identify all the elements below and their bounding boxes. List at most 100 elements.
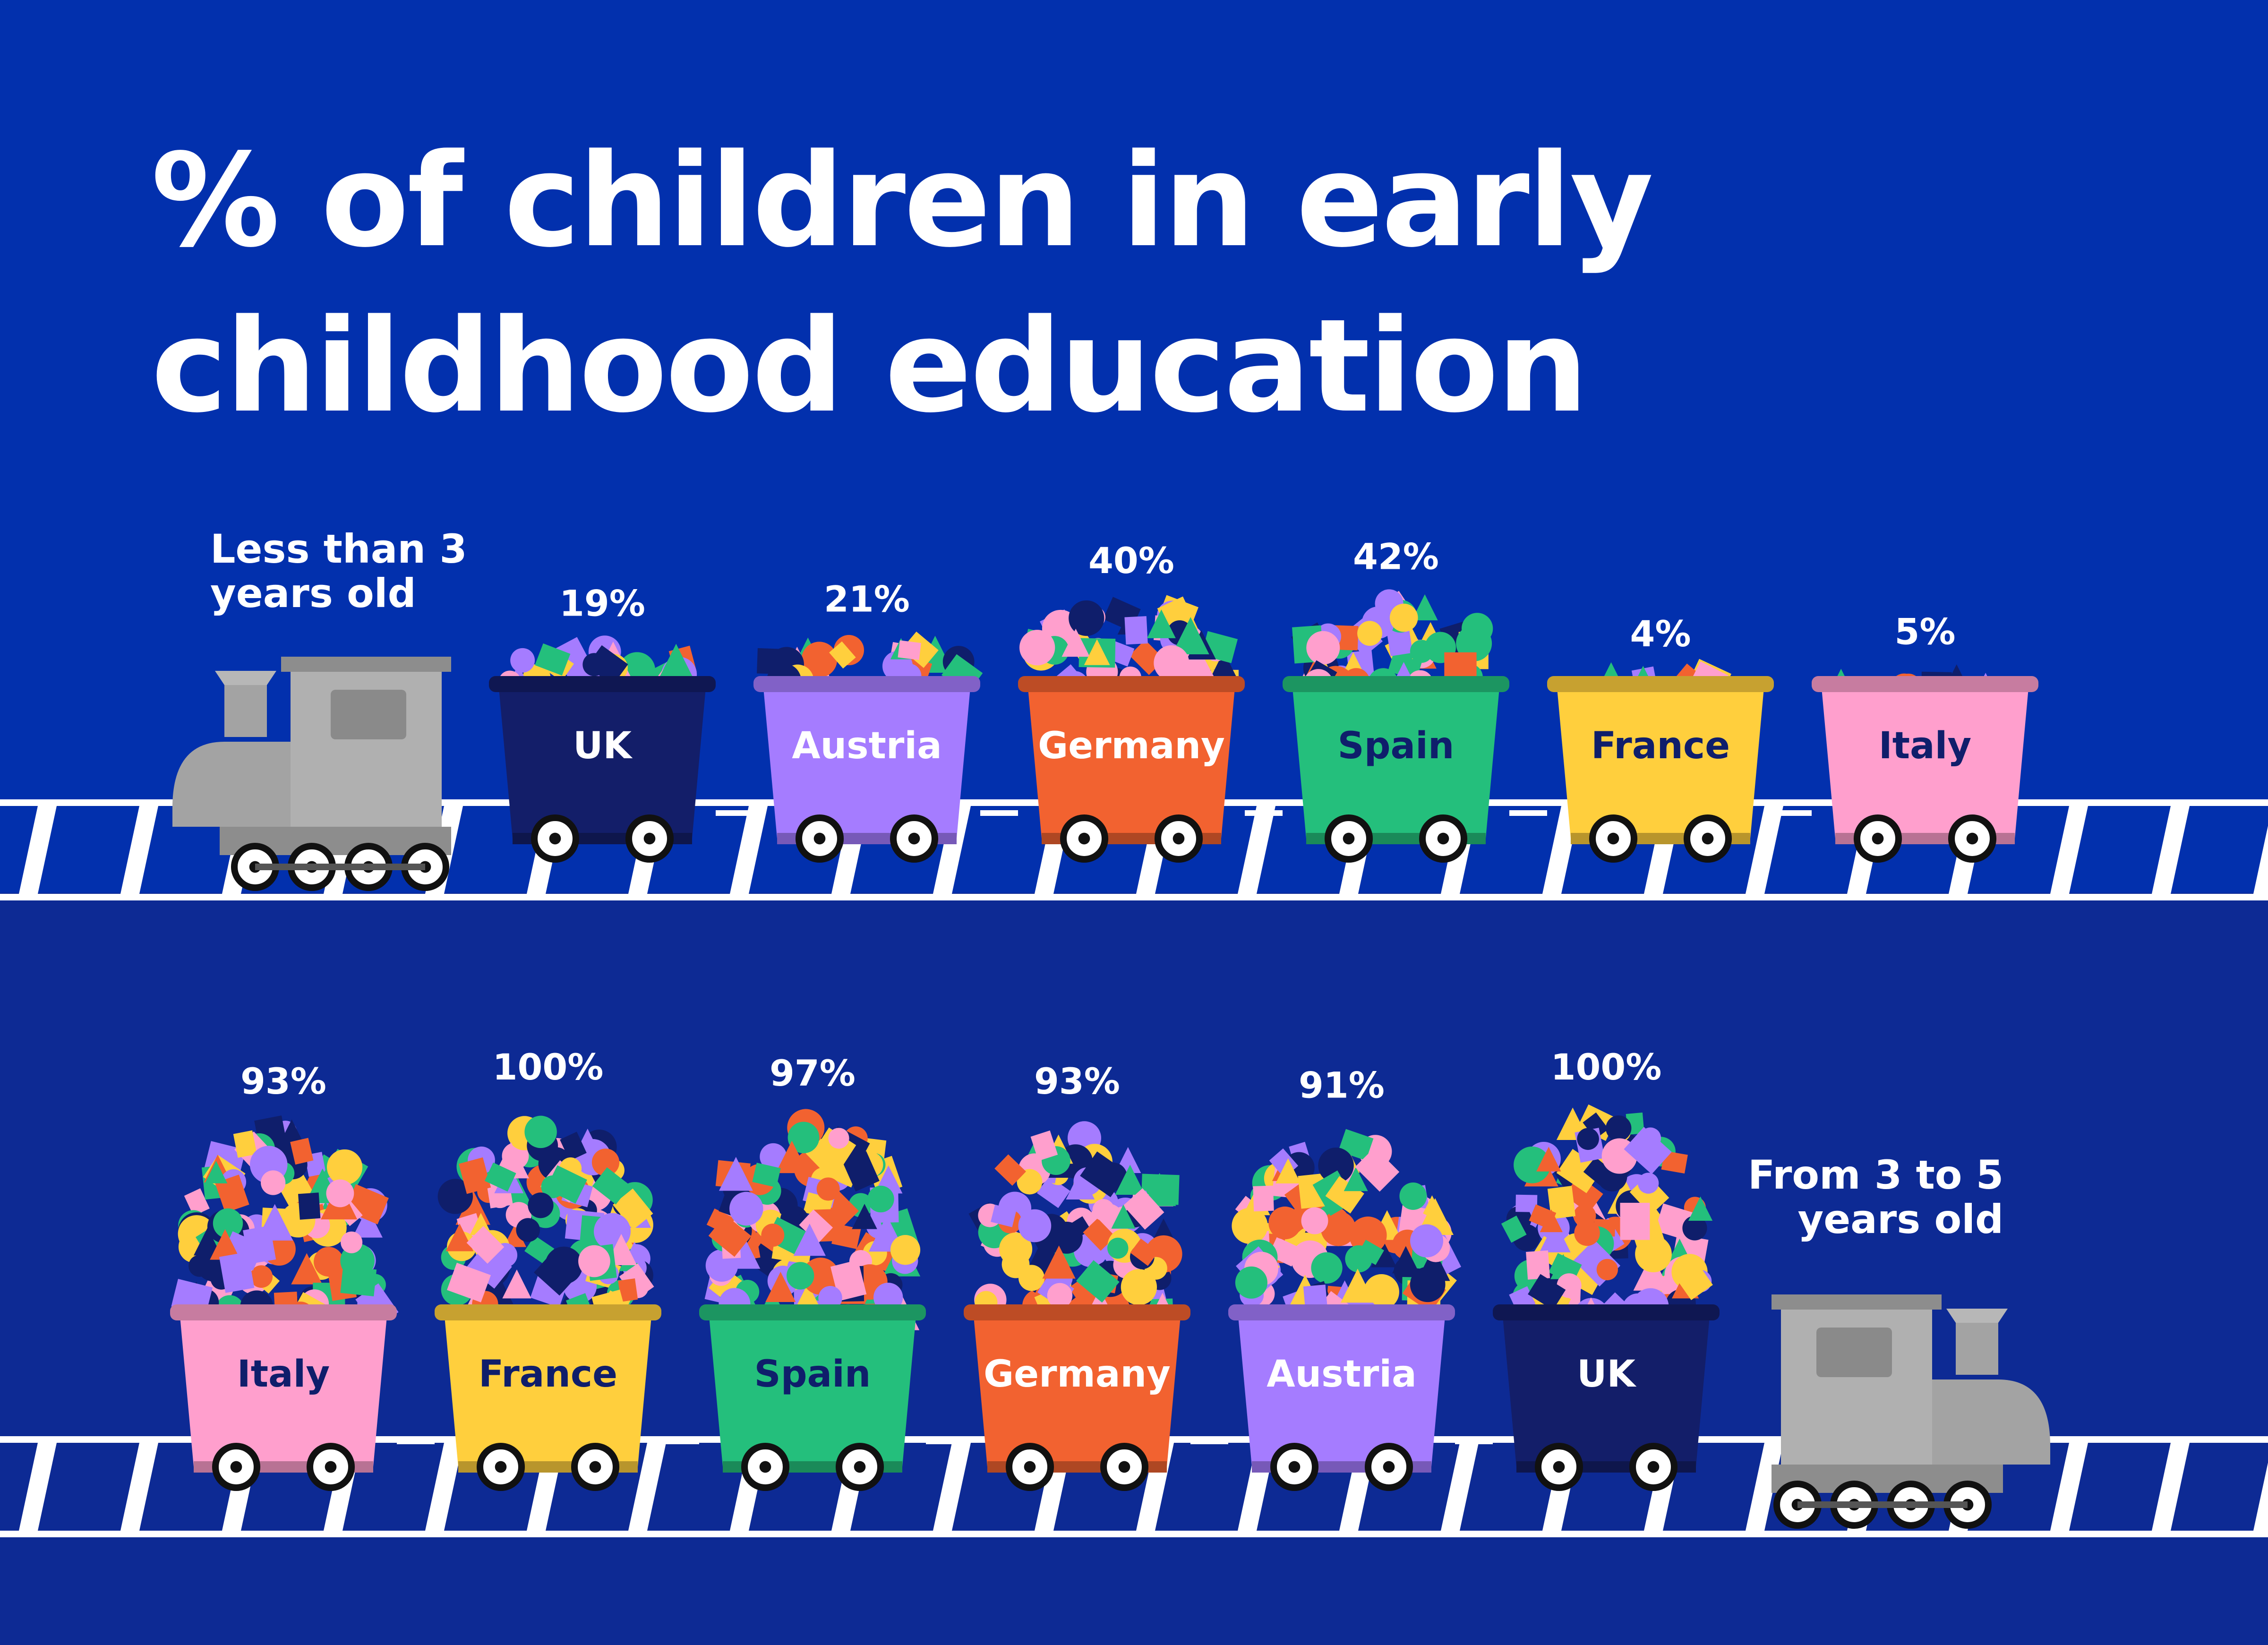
confetti-piece	[503, 1224, 527, 1247]
confetti-piece	[1268, 1206, 1301, 1240]
value-label: 93%	[1034, 1060, 1120, 1102]
confetti-piece	[291, 1253, 323, 1285]
confetti-piece	[1349, 1217, 1387, 1254]
confetti-piece	[852, 1204, 877, 1229]
confetti-piece	[787, 1122, 820, 1154]
confetti-piece	[1357, 1240, 1384, 1265]
value-label: 4%	[1630, 613, 1691, 655]
confetti-piece	[510, 648, 535, 673]
car-body	[1502, 1311, 1710, 1467]
car-rim	[1493, 1304, 1720, 1320]
confetti-piece	[1344, 1167, 1368, 1191]
wheel-hub	[1437, 832, 1449, 845]
confetti-piece	[528, 1192, 554, 1218]
car-coupling	[926, 1439, 964, 1444]
confetti-piece	[314, 1247, 344, 1277]
confetti-piece	[829, 641, 856, 669]
engine-boiler	[172, 742, 305, 827]
car-rim	[699, 1304, 926, 1320]
confetti-piece	[618, 1278, 638, 1302]
track-sleeper	[2050, 1443, 2088, 1531]
confetti-piece	[1311, 1252, 1343, 1284]
confetti-piece	[1340, 1268, 1375, 1303]
confetti-piece	[326, 1179, 354, 1208]
wheel-hub	[908, 832, 920, 845]
car-name-label: Italy	[237, 1353, 330, 1396]
train-car: France 4%	[1509, 613, 1774, 863]
confetti-piece	[708, 1215, 752, 1257]
confetti-piece	[1069, 600, 1104, 636]
confetti-piece	[1583, 1112, 1609, 1140]
confetti-piece	[765, 1271, 796, 1302]
confetti-piece	[994, 1154, 1026, 1186]
confetti-piece	[466, 1226, 505, 1264]
confetti-piece	[1624, 1127, 1672, 1174]
track-sleeper	[2152, 1443, 2190, 1531]
track-sleeper	[19, 806, 57, 894]
confetti-piece	[261, 1170, 286, 1195]
confetti-piece	[1235, 1266, 1267, 1299]
car-name-label: France	[479, 1353, 617, 1396]
wheel-hub	[1288, 1461, 1301, 1473]
car-coupling	[1190, 1439, 1228, 1444]
confetti-piece	[793, 1223, 826, 1256]
train-car: Austria 21%	[716, 578, 983, 863]
engine-chimney-top	[1946, 1309, 2008, 1323]
confetti-piece	[1107, 1237, 1129, 1259]
track-sleeper	[120, 1443, 158, 1531]
wheel-hub	[759, 1461, 771, 1473]
confetti-piece	[1637, 1173, 1659, 1194]
track-sleeper	[1746, 806, 1783, 894]
confetti-piece	[816, 1177, 840, 1201]
confetti-piece	[1564, 1175, 1603, 1214]
group-label-3-to-5-line1: From 3 to 5	[1748, 1152, 2004, 1198]
confetti-piece	[516, 1218, 540, 1242]
wheel-hub	[1173, 832, 1185, 845]
car-body	[498, 683, 706, 839]
train-car: Austria 91%	[1190, 1064, 1462, 1491]
train-car: Germany 93%	[926, 1060, 1190, 1491]
wheel-hub	[643, 832, 656, 845]
confetti-piece	[1115, 1165, 1146, 1195]
confetti-piece	[535, 643, 571, 676]
car-rim	[489, 676, 716, 692]
confetti-piece	[1017, 1169, 1043, 1195]
confetti-piece	[1355, 1147, 1400, 1192]
car-coupling	[397, 1439, 435, 1444]
confetti-piece	[437, 1179, 473, 1214]
confetti-piece	[467, 1244, 512, 1289]
track-sleeper	[1238, 806, 1275, 894]
confetti-piece	[1539, 1221, 1571, 1252]
wheel-hub	[1607, 832, 1619, 845]
engine-window	[1816, 1328, 1892, 1377]
car-rim	[1812, 676, 2038, 692]
wheel-hub	[1383, 1461, 1395, 1473]
wheel-hub	[495, 1461, 507, 1473]
value-label: 91%	[1299, 1064, 1385, 1106]
confetti-piece	[1325, 1176, 1364, 1214]
group-label-3-to-5: From 3 to 5 years old	[1748, 1153, 2003, 1242]
confetti-piece	[1301, 1207, 1328, 1234]
confetti-piece	[1357, 621, 1382, 646]
track-sleeper	[628, 1443, 666, 1531]
car-name-label: Spain	[754, 1353, 871, 1396]
wheel-hub	[1872, 832, 1884, 845]
confetti-piece	[613, 1188, 653, 1230]
confetti-piece	[729, 1191, 763, 1226]
car-name-label: Austria	[792, 725, 941, 767]
car-coupling	[661, 1439, 699, 1444]
engine-boiler	[1918, 1379, 2050, 1465]
confetti-piece	[1083, 1218, 1116, 1251]
confetti-piece	[1556, 1148, 1603, 1193]
wheel-hub	[1024, 1461, 1036, 1473]
confetti-piece	[257, 1204, 293, 1241]
train-car: France 100%	[397, 1046, 661, 1491]
group-label-under-3: Less than 3 years old	[210, 527, 467, 616]
confetti-piece	[1528, 1274, 1566, 1310]
confetti-piece	[1526, 1250, 1550, 1280]
confetti-piece	[775, 1140, 808, 1174]
confetti-piece	[1084, 639, 1110, 665]
confetti-piece	[719, 1157, 753, 1191]
train-car: Germany 40%	[980, 540, 1245, 863]
car-body	[1238, 1311, 1446, 1467]
